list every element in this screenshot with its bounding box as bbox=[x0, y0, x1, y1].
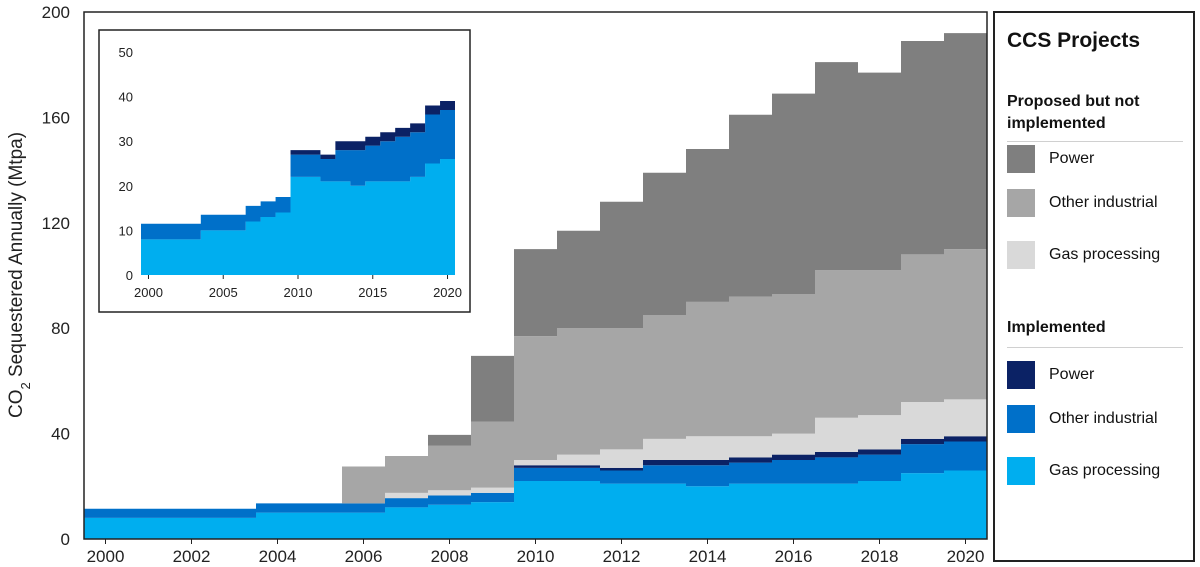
x-tick-label: 2005 bbox=[209, 285, 238, 300]
inset-y-axis-ticks: 0 10 20 30 40 50 bbox=[119, 45, 133, 283]
legend-divider bbox=[1007, 141, 1183, 142]
legend-item-implemented-other-industrial: Other industrial bbox=[1007, 405, 1193, 433]
legend-item-proposed-power: Power bbox=[1007, 145, 1193, 173]
inset-x-axis-ticks: 2000 2005 2010 2015 2020 bbox=[134, 275, 462, 300]
main-stacked-areas bbox=[84, 33, 987, 539]
series-gas-processing bbox=[141, 159, 455, 275]
x-tick-label: 2000 bbox=[87, 547, 125, 566]
x-tick-label: 2020 bbox=[433, 285, 462, 300]
x-tick-label: 2002 bbox=[173, 547, 211, 566]
series-other-industrial bbox=[141, 109, 455, 240]
y-tick-label: 40 bbox=[51, 425, 70, 444]
y-tick-label: 30 bbox=[119, 134, 133, 149]
inset-chart: 0 10 20 30 40 50 2000 2005 2010 2015 2020 bbox=[98, 29, 471, 313]
y-tick-label: 0 bbox=[61, 530, 70, 549]
x-tick-label: 2000 bbox=[134, 285, 163, 300]
x-tick-label: 2020 bbox=[947, 547, 985, 566]
y-tick-label: 0 bbox=[126, 268, 133, 283]
y-tick-label: 50 bbox=[119, 45, 133, 60]
legend-swatch bbox=[1007, 189, 1035, 217]
legend-title: CCS Projects bbox=[1007, 29, 1141, 52]
x-tick-label: 2010 bbox=[517, 547, 555, 566]
y-axis-label: CO2 Sequestered Annually (Mtpa) bbox=[6, 132, 33, 418]
main-x-axis-ticks: 2000 2002 2004 2006 2008 2010 2012 2014 2016 2018… bbox=[87, 539, 985, 566]
legend-item-proposed-gas-processing: Gas processing bbox=[1007, 241, 1193, 269]
legend-label: Gas processing bbox=[1049, 246, 1161, 263]
x-tick-label: 2015 bbox=[358, 285, 387, 300]
x-tick-label: 2004 bbox=[259, 547, 297, 566]
legend: CCS Projects Proposed but not implemente… bbox=[993, 11, 1195, 562]
legend-label: Power bbox=[1049, 366, 1095, 383]
x-tick-label: 2018 bbox=[861, 547, 899, 566]
legend-divider bbox=[1007, 347, 1183, 348]
y-tick-label: 20 bbox=[119, 179, 133, 194]
series-implemented-other-industrial bbox=[84, 441, 987, 518]
legend-swatch bbox=[1007, 145, 1035, 173]
y-tick-label: 120 bbox=[42, 214, 70, 233]
x-tick-label: 2010 bbox=[284, 285, 313, 300]
legend-item-implemented-power: Power bbox=[1007, 361, 1193, 389]
legend-label: Other industrial bbox=[1049, 194, 1158, 211]
legend-label: Other industrial bbox=[1049, 410, 1158, 427]
y-tick-label: 80 bbox=[51, 319, 70, 338]
series-proposed-but-not-implemented-power bbox=[84, 33, 987, 509]
x-tick-label: 2008 bbox=[431, 547, 469, 566]
x-tick-label: 2016 bbox=[775, 547, 813, 566]
x-tick-label: 2006 bbox=[345, 547, 383, 566]
inset-stacked-areas bbox=[141, 101, 455, 275]
y-tick-label: 200 bbox=[42, 3, 70, 22]
legend-swatch bbox=[1007, 457, 1035, 485]
legend-swatch bbox=[1007, 405, 1035, 433]
main-y-axis-ticks: 0 40 80 120 160 200 bbox=[42, 3, 70, 549]
x-tick-label: 2014 bbox=[689, 547, 727, 566]
series-implemented-gas-processing bbox=[84, 470, 987, 539]
legend-swatch bbox=[1007, 241, 1035, 269]
legend-item-proposed-other-industrial: Other industrial bbox=[1007, 189, 1193, 217]
legend-item-implemented-gas-processing: Gas processing bbox=[1007, 457, 1193, 485]
legend-swatch bbox=[1007, 361, 1035, 389]
legend-group-heading-proposed: Proposed but not implemented bbox=[1007, 93, 1140, 132]
series-proposed-but-not-implemented-other-industrial bbox=[84, 249, 987, 509]
series-proposed-but-not-implemented-gas-processing bbox=[84, 399, 987, 509]
legend-label: Gas processing bbox=[1049, 462, 1161, 479]
legend-label: Power bbox=[1049, 150, 1095, 167]
x-tick-label: 2012 bbox=[603, 547, 641, 566]
y-tick-label: 160 bbox=[42, 108, 70, 127]
y-tick-label: 40 bbox=[119, 90, 133, 105]
legend-group-heading-implemented: Implemented bbox=[1007, 319, 1106, 336]
y-tick-label: 10 bbox=[119, 223, 133, 238]
